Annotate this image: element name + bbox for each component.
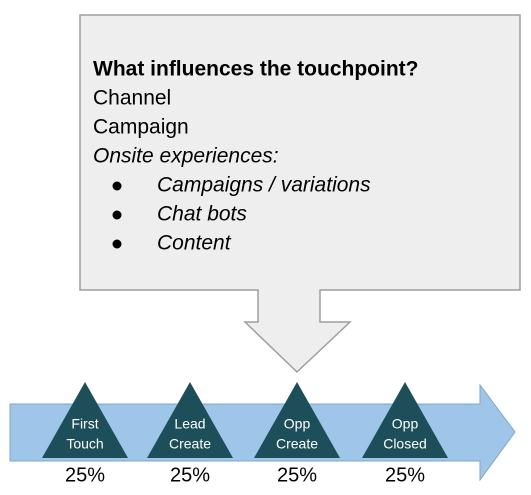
stage-share: 25% bbox=[170, 464, 210, 486]
bullet-dot bbox=[112, 239, 122, 249]
stages: First Touch 25% Lead Create 25% Opp Create 25% Op… bbox=[42, 382, 448, 486]
callout-line: Channel bbox=[93, 87, 171, 110]
stage-label: Touch bbox=[66, 436, 103, 452]
stage-triangle bbox=[147, 382, 233, 458]
stage-triangle bbox=[254, 382, 340, 458]
stage-share: 25% bbox=[385, 464, 425, 486]
bullet-dot bbox=[112, 210, 122, 220]
callout-subheading: Onsite experiences: bbox=[93, 145, 279, 168]
stage-triangle bbox=[362, 382, 448, 458]
stage-label: Closed bbox=[383, 436, 427, 452]
stage-triangle bbox=[42, 382, 128, 458]
stage-share: 25% bbox=[65, 464, 105, 486]
stage-label: Create bbox=[169, 436, 211, 452]
stage-label: Opp bbox=[284, 416, 311, 432]
stage-label: Lead bbox=[174, 416, 205, 432]
callout-text: What influences the touchpoint? Channel Ca… bbox=[93, 58, 418, 255]
callout-bullet: Campaigns / variations bbox=[157, 174, 371, 197]
callout-box bbox=[79, 14, 521, 374]
stage-label: Create bbox=[276, 436, 318, 452]
callout-line: Campaign bbox=[93, 116, 189, 139]
callout-title: What influences the touchpoint? bbox=[93, 58, 418, 81]
stage-label: Opp bbox=[392, 416, 419, 432]
callout-bullet: Content bbox=[157, 232, 232, 255]
stage-share: 25% bbox=[277, 464, 317, 486]
stage-label: First bbox=[71, 416, 98, 432]
callout-bullet: Chat bots bbox=[157, 203, 247, 226]
bullet-dot bbox=[112, 181, 122, 191]
